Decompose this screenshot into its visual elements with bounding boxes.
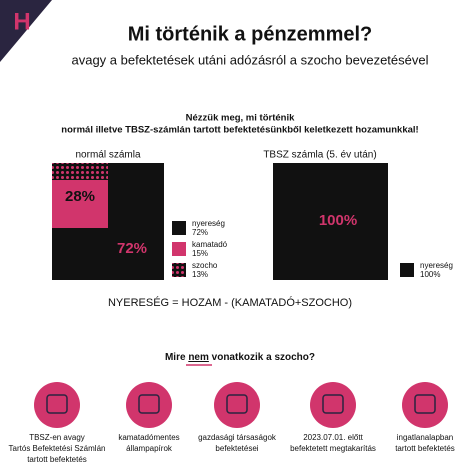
legend-swatch: [172, 263, 186, 277]
intro: Nézzük meg, mi történik: [186, 113, 295, 124]
icon: [226, 394, 248, 414]
legend-swatch: [172, 221, 186, 235]
legend-name: nyereség: [420, 261, 453, 270]
item-label: tartott befektetés: [395, 444, 455, 453]
icon: [138, 394, 160, 414]
item-label: kamatadómentes: [118, 433, 179, 442]
legend-name: kamatadó: [192, 240, 228, 249]
item-label: befektetett megtakarítás: [290, 444, 376, 453]
legend-value: 100%: [420, 270, 440, 279]
legend-swatch: [172, 242, 186, 256]
item-label: TBSZ-en avagy: [29, 433, 85, 442]
icon-circle: [310, 382, 356, 428]
subtitle: avagy a befektetések utáni adózásról a s…: [71, 52, 428, 67]
item-label: tartott befektetés: [27, 455, 87, 464]
item-label: Tartós Befektetési Számlán: [9, 444, 106, 453]
icon-circle: [214, 382, 260, 428]
icon-circle: [402, 382, 448, 428]
legend-name: nyereség: [192, 219, 225, 228]
legend-value: 15%: [192, 249, 208, 258]
item-label: 2023.07.01. előtt: [303, 433, 363, 442]
legend-value: 72%: [192, 228, 208, 237]
logo: H: [13, 8, 30, 35]
legend-value: 13%: [192, 270, 208, 279]
q-emph: nem: [188, 352, 209, 363]
icon-circle: [34, 382, 80, 428]
box-label: 28%: [65, 188, 95, 205]
icon: [414, 394, 436, 414]
icon-circle: [126, 382, 172, 428]
panel-title: normál számla: [75, 150, 140, 161]
box-label: 100%: [319, 212, 357, 229]
legend-swatch: [400, 263, 414, 277]
legend-name: szocho: [192, 261, 218, 270]
intro: normál illetve TBSZ-számlán tartott befe…: [61, 125, 418, 136]
box-label: 72%: [117, 240, 147, 257]
title: Mi történik a pénzemmel?: [128, 23, 373, 45]
formula: NYERESÉG = HOZAM - (KAMATADÓ+SZOCHO): [108, 296, 352, 309]
question: Mire nem vonatkozik a szocho?: [165, 352, 315, 363]
item-label: ingatlanalapban: [397, 433, 454, 442]
item-label: befektetései: [215, 444, 258, 453]
item-label: gazdasági társaságok: [198, 433, 277, 442]
item-label: állampapírok: [126, 444, 173, 453]
q-part: Mire: [165, 352, 188, 363]
tax-area: [52, 180, 108, 228]
q-part: vonatkozik a szocho?: [209, 352, 315, 363]
tbsz-box: [273, 163, 388, 280]
panel-title: TBSZ számla (5. év után): [263, 150, 376, 161]
icon: [46, 394, 68, 414]
corner: [0, 0, 52, 62]
icon: [322, 394, 344, 414]
